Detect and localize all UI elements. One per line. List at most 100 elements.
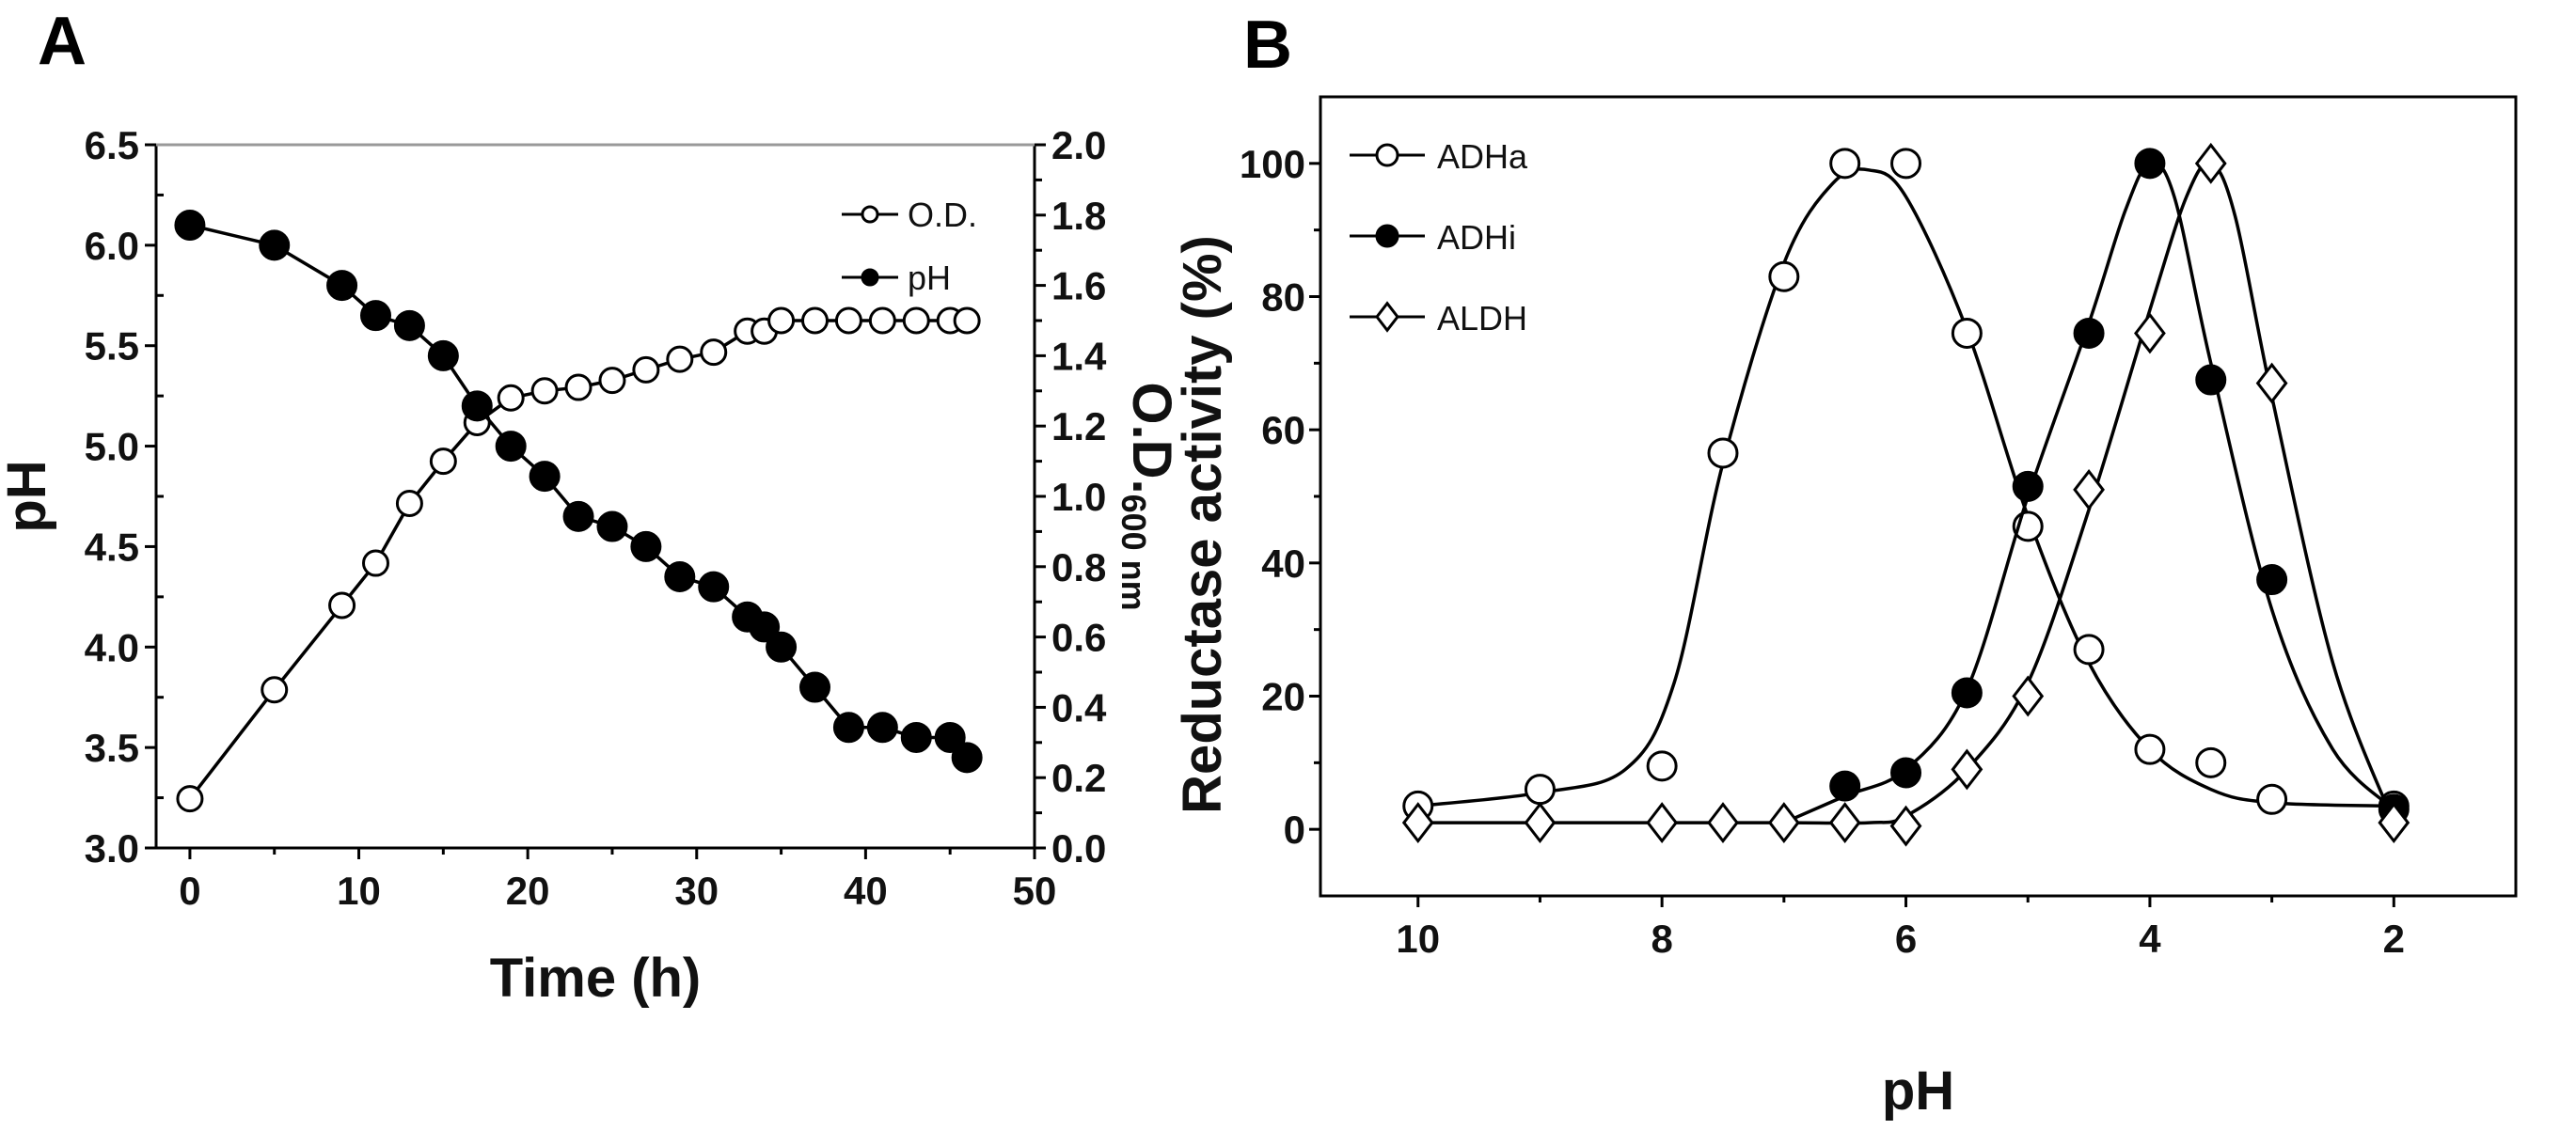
marker-open-diamond (1401, 802, 1434, 844)
marker-open-circle (598, 367, 626, 395)
y-tick-label: 40 (1261, 541, 1305, 586)
x-tick-label: 40 (844, 869, 888, 913)
marker-open-circle (1890, 148, 1922, 180)
marker-open-circle (1951, 317, 1983, 349)
x-tick-label: 50 (1013, 869, 1057, 913)
x-tick-label: 20 (506, 869, 550, 913)
marker-open-circle (2134, 733, 2166, 765)
marker-filled-circle (427, 339, 459, 371)
marker-filled-circle (1890, 757, 1922, 789)
marker-open-circle (902, 306, 930, 335)
y-tick-label: 5.5 (85, 324, 139, 369)
fit-curve-adha (1417, 167, 2394, 808)
marker-filled-circle (2073, 317, 2105, 349)
marker-open-circle (700, 338, 728, 367)
y-axis-title: Reductase activity (%) (1172, 235, 1233, 814)
marker-filled-circle (1375, 224, 1399, 248)
y2-tick-label: 1.6 (1051, 264, 1106, 308)
marker-open-diamond (1707, 802, 1739, 844)
marker-open-diamond (1646, 802, 1679, 844)
y-tick-label: 100 (1240, 142, 1305, 186)
y-tick-label: 0 (1284, 808, 1305, 852)
y2-tick-label: 1.0 (1051, 475, 1106, 519)
legend-label: ADHa (1437, 137, 1528, 176)
marker-open-circle (1707, 437, 1739, 469)
marker-open-circle (666, 345, 694, 373)
marker-open-circle (953, 306, 981, 335)
y-tick-label: 3.0 (85, 826, 139, 871)
y-tick-label: 60 (1261, 408, 1305, 452)
y-tick-label: 6.5 (85, 123, 139, 167)
y2-axis-title-sub: 600 nm (1114, 494, 1153, 611)
y-tick-label: 20 (1261, 675, 1305, 719)
marker-filled-circle (630, 530, 662, 562)
marker-open-circle (868, 306, 896, 335)
y2-tick-label: 0.2 (1051, 756, 1106, 800)
fit-curve-aldh (1417, 161, 2395, 825)
marker-open-circle (2073, 634, 2105, 666)
y-tick-label: 6.0 (85, 224, 139, 268)
marker-open-diamond (2012, 675, 2045, 717)
marker-open-circle (801, 306, 829, 335)
chart-a: 0 10 20 30 40 50 3.0 3.5 4.0 4.5 5.0 5.5 6.0 6.5 0.0 0.… (0, 123, 1182, 1009)
marker-open-circle (834, 306, 862, 335)
marker-open-circle (429, 447, 457, 476)
marker-open-circle (497, 384, 525, 412)
marker-open-circle (1768, 260, 1800, 292)
marker-open-diamond (1828, 802, 1861, 844)
marker-open-circle (861, 205, 879, 224)
marker-open-diamond (2378, 802, 2410, 844)
y-tick-label: 3.5 (85, 726, 139, 770)
marker-filled-circle (951, 742, 983, 774)
y-tick-label: 80 (1261, 275, 1305, 320)
fit-curve-adhi (1783, 161, 2395, 824)
legend-label: pH (908, 259, 951, 297)
marker-open-circle (2256, 783, 2288, 815)
marker-filled-circle (326, 270, 358, 302)
marker-filled-circle (866, 712, 898, 744)
marker-open-circle (632, 355, 660, 384)
x-tick-label: 10 (337, 869, 381, 913)
marker-filled-circle (900, 721, 932, 753)
marker-open-circle (261, 676, 289, 704)
marker-open-circle (395, 489, 423, 517)
legend-label: ALDH (1437, 299, 1527, 337)
marker-filled-circle (596, 510, 628, 542)
y2-tick-label: 1.4 (1051, 334, 1107, 378)
marker-filled-circle (664, 560, 696, 592)
marker-filled-circle (393, 309, 425, 341)
y2-tick-label: 0.6 (1051, 616, 1106, 660)
marker-open-diamond (2255, 362, 2288, 404)
marker-open-circle (767, 306, 796, 335)
marker-open-circle (1375, 143, 1399, 167)
marker-filled-circle (2256, 564, 2288, 596)
marker-open-circle (1524, 774, 1556, 806)
marker-open-circle (530, 377, 559, 405)
marker-filled-circle (766, 631, 798, 663)
y2-tick-label: 2.0 (1051, 123, 1106, 167)
marker-open-diamond (1375, 301, 1399, 333)
y2-tick-label: 0.8 (1051, 545, 1106, 589)
marker-filled-circle (2134, 148, 2166, 180)
marker-filled-circle (749, 611, 781, 643)
marker-filled-circle (2012, 470, 2044, 502)
y-tick-label: 4.0 (85, 625, 139, 669)
marker-filled-circle (861, 268, 879, 287)
x-tick-label: 30 (674, 869, 719, 913)
marker-filled-circle (2195, 364, 2227, 396)
marker-filled-circle (934, 721, 966, 753)
y2-tick-label: 0.0 (1051, 826, 1106, 871)
marker-open-diamond (1951, 748, 1983, 791)
x-tick-label: 10 (1396, 917, 1440, 961)
x-tick-label: 4 (2139, 917, 2161, 961)
marker-filled-circle (529, 461, 561, 493)
marker-filled-circle (832, 712, 864, 744)
legend-label: ADHi (1437, 218, 1516, 257)
marker-open-circle (1829, 148, 1861, 180)
marker-filled-circle (1951, 677, 1983, 709)
y-tick-label: 4.5 (85, 525, 139, 569)
marker-open-circle (362, 549, 389, 577)
marker-open-diamond (1767, 802, 1800, 844)
marker-filled-circle (259, 229, 291, 261)
